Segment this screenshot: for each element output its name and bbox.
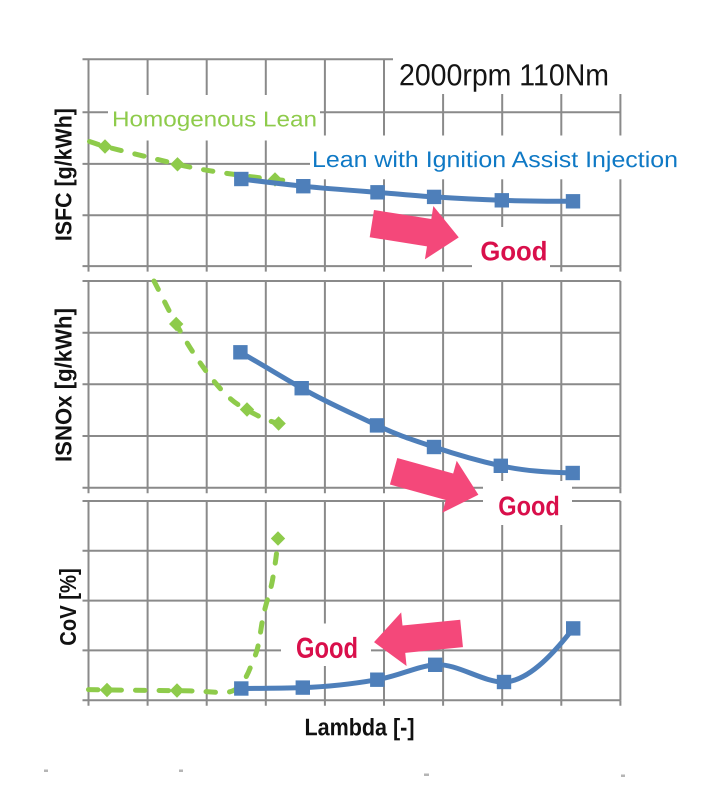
svg-text:ISNOx [g/kWh]: ISNOx [g/kWh] [51,308,77,462]
svg-text:Good: Good [296,633,358,665]
svg-text:ISFC [g/kWh]: ISFC [g/kWh] [51,108,77,241]
svg-text:Homogenous Lean: Homogenous Lean [112,107,317,131]
svg-text:CoV [%]: CoV [%] [55,568,81,646]
svg-text:Lambda [-]: Lambda [-] [304,714,414,741]
svg-text:Good: Good [498,491,560,521]
svg-text:Lean with Ignition Assist Inje: Lean with Ignition Assist Injection [312,147,678,172]
svg-text:2000rpm 110Nm: 2000rpm 110Nm [399,58,609,92]
svg-text:Good: Good [480,236,547,266]
